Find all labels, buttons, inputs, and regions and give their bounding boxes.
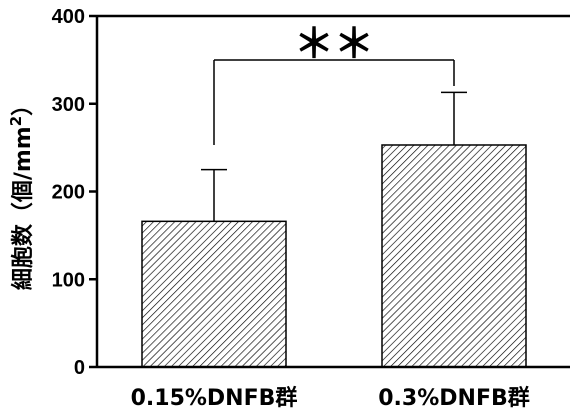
- y-axis-ticks: 0 100 200 300 400: [52, 6, 97, 379]
- significance-bracket: ＊＊: [213, 21, 455, 145]
- y-axis-title-superscript: 2: [7, 116, 25, 126]
- bar: [141, 220, 287, 368]
- category-labels: 0.15%DNFB群 0.3%DNFB群: [131, 385, 530, 411]
- y-tick-label: 200: [52, 182, 85, 204]
- y-tick-label: 100: [52, 269, 85, 291]
- bars: [141, 144, 527, 368]
- error-bars: [201, 91, 467, 222]
- y-axis-title-close: ）: [11, 94, 36, 116]
- bar: [381, 144, 527, 368]
- y-axis-title-main: 細胞数（個/mm: [10, 126, 36, 290]
- y-tick-label: 400: [52, 6, 85, 28]
- category-label: 0.3%DNFB群: [378, 385, 530, 411]
- significance-label: ＊＊: [294, 21, 374, 67]
- category-label: 0.15%DNFB群: [131, 385, 298, 411]
- y-axis-title: 細胞数（個/mm2）: [7, 94, 36, 290]
- y-tick-label: 0: [74, 357, 85, 379]
- y-tick-label: 300: [52, 94, 85, 116]
